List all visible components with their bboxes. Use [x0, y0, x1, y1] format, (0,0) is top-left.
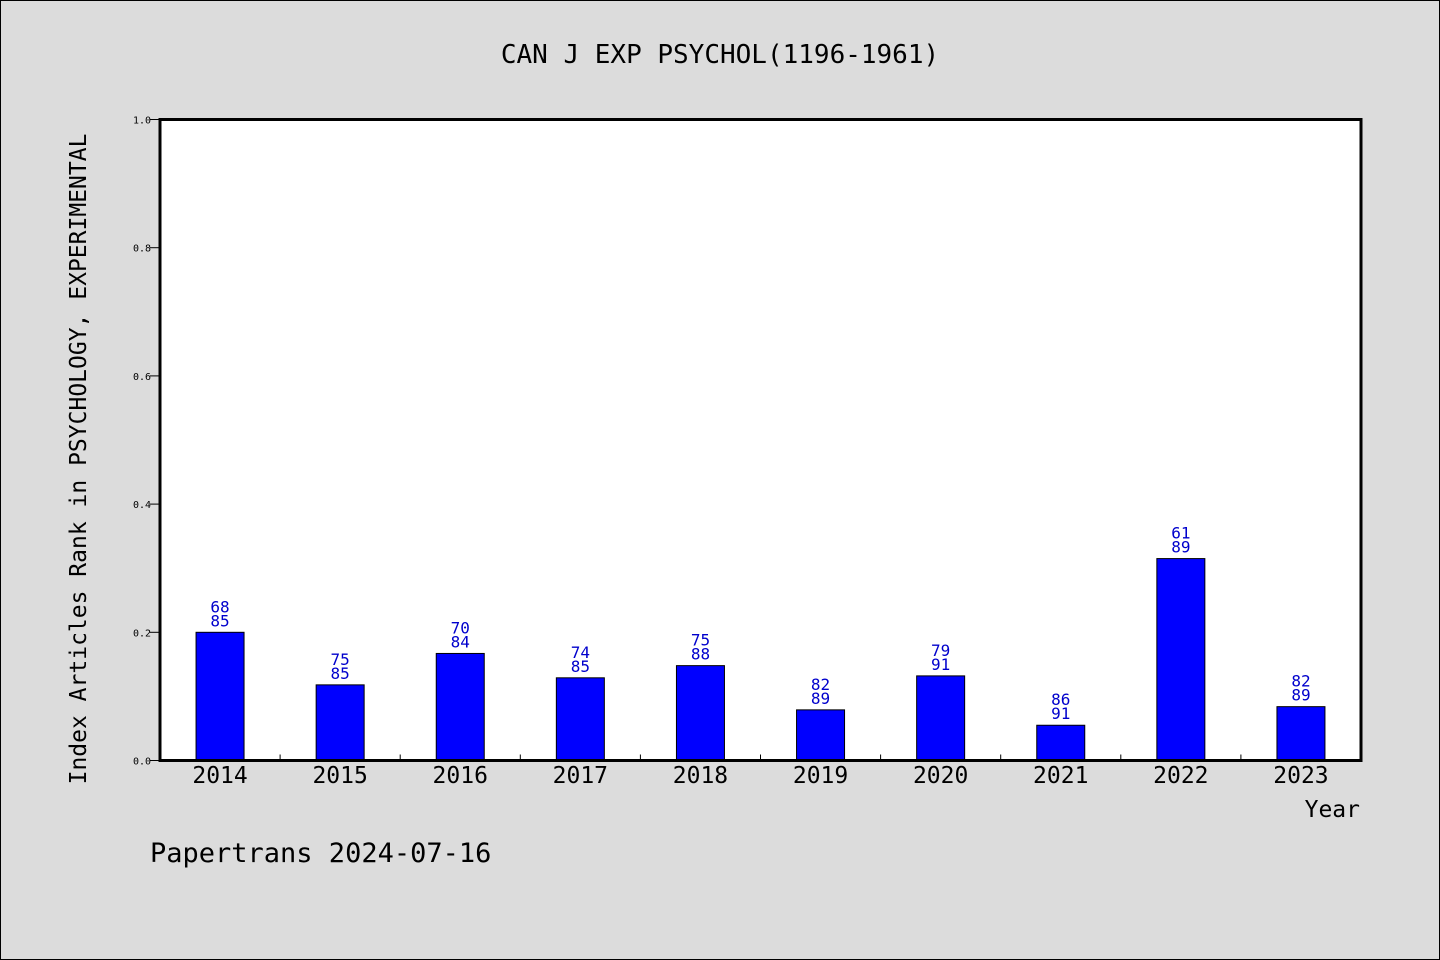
bar-total-label: 91: [1051, 704, 1070, 723]
x-tick-label: 2018: [673, 763, 728, 789]
y-tick-label: 0.6: [133, 372, 151, 383]
bar-2020: [916, 675, 966, 761]
bar-total-label: 91: [931, 655, 950, 674]
bar-total-label: 89: [1291, 686, 1310, 705]
bar-rank-label: 82: [811, 675, 830, 694]
x-tick-label: 2022: [1153, 763, 1208, 789]
x-tick-label: 2023: [1273, 763, 1328, 789]
y-axis-label: Index Articles Rank in PSYCHOLOGY, EXPER…: [66, 134, 92, 785]
bar-2021: [1036, 724, 1086, 761]
y-tick-label: 0.4: [133, 500, 151, 511]
bar-total-label: 89: [811, 689, 830, 708]
bar-rank-label: 75: [331, 650, 350, 669]
bar-rank-label: 68: [210, 597, 229, 616]
x-tick-label: 2016: [433, 763, 488, 789]
bar-rank-label: 82: [1291, 672, 1310, 691]
bar-2017: [555, 677, 605, 761]
bars-group: [195, 558, 1326, 762]
x-tick-label: 2021: [1033, 763, 1088, 789]
x-axis-ticks: 2014 2015 2016 2017 2018 2019 2020 2021 2022 2023: [192, 754, 1329, 789]
bar-rank-label: 70: [451, 618, 470, 637]
footer-credit: Papertrans 2024-07-16: [150, 838, 491, 869]
bar-rank-label: 86: [1051, 690, 1070, 709]
bar-2018: [675, 665, 725, 762]
bar-rank-label: 79: [931, 641, 950, 660]
bar-total-label: 85: [331, 664, 350, 683]
bar-total-label: 89: [1171, 538, 1190, 557]
y-tick-label: 1.0: [133, 116, 151, 127]
bar-rank-label: 74: [571, 643, 590, 662]
x-tick-label: 2015: [312, 763, 367, 789]
bar-2019: [796, 709, 846, 762]
bar-2022: [1156, 558, 1206, 762]
bar-total-label: 85: [571, 657, 590, 676]
plot-border: [158, 118, 1363, 762]
y-tick-label: 0.2: [133, 628, 151, 639]
x-tick-label: 2020: [913, 763, 968, 789]
bar-rank-label: 61: [1171, 524, 1190, 543]
y-axis-ticks: 0.0 0.2 0.4 0.6 0.8 1.0: [133, 116, 160, 768]
x-axis-label: Year: [1305, 797, 1360, 823]
bar-rank-label: 75: [691, 631, 710, 650]
bar-2014: [195, 631, 245, 761]
y-tick-label: 0.8: [133, 244, 151, 255]
y-tick-label: 0.0: [133, 757, 151, 768]
bar-2023: [1276, 706, 1326, 762]
bar-2015: [315, 684, 365, 761]
bar-total-label: 85: [210, 611, 229, 630]
x-tick-label: 2014: [192, 763, 247, 789]
x-tick-label: 2017: [553, 763, 608, 789]
bar-total-label: 84: [451, 632, 470, 651]
x-tick-label: 2019: [793, 763, 848, 789]
chart-title: CAN J EXP PSYCHOL(1196-1961): [501, 40, 939, 70]
bar-total-label: 88: [691, 645, 710, 664]
bar-2016: [435, 652, 485, 761]
